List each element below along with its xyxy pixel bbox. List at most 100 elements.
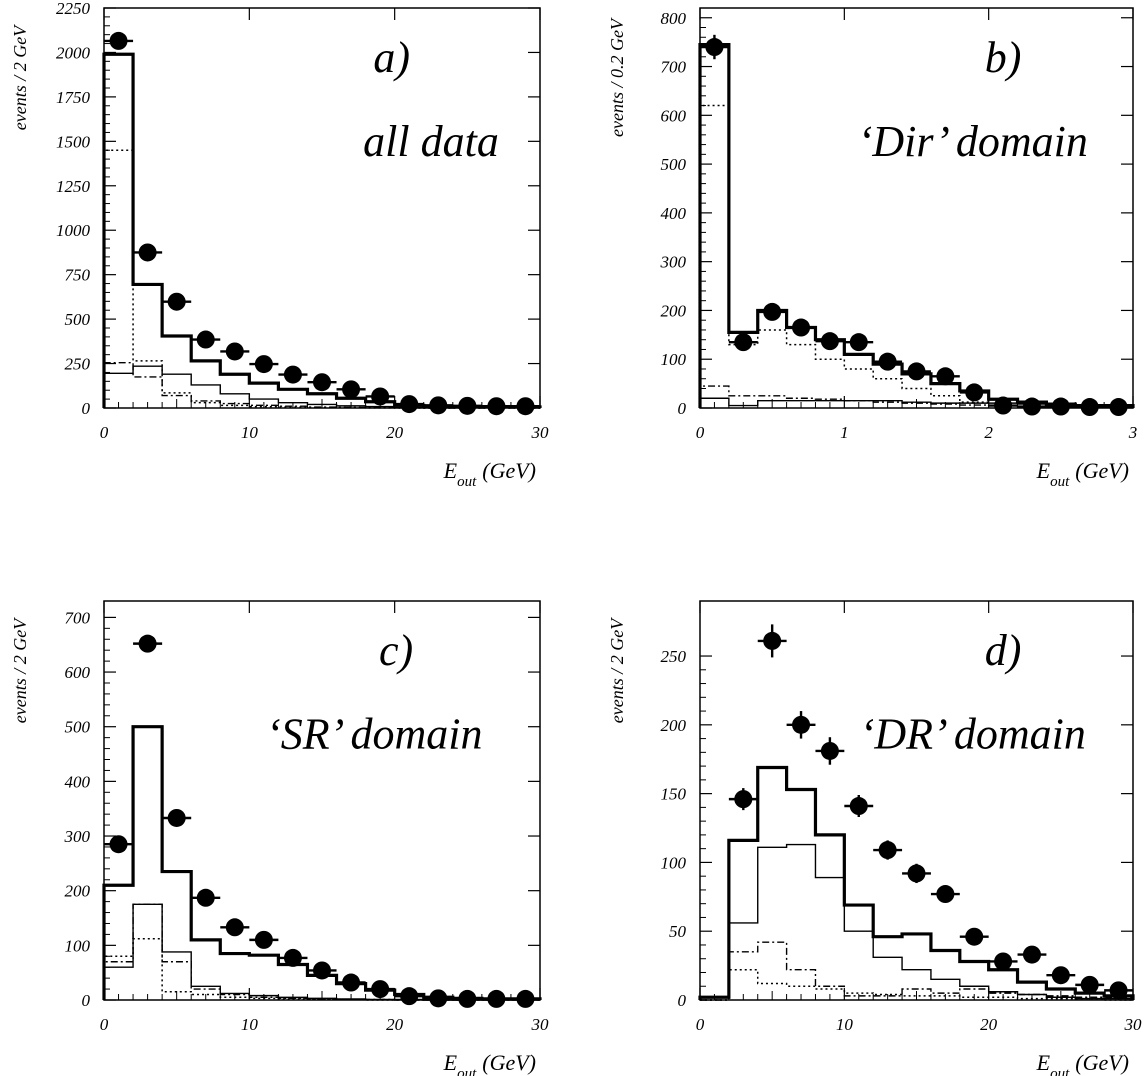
data-point xyxy=(787,711,816,739)
panel-label: d) xyxy=(985,626,1022,675)
point-marker xyxy=(994,397,1012,415)
data-point xyxy=(104,835,133,853)
y-tick-label: 250 xyxy=(661,647,687,666)
point-marker xyxy=(342,380,360,398)
data-point xyxy=(366,980,395,998)
data-point xyxy=(844,333,873,351)
data-point xyxy=(844,795,873,817)
point-marker xyxy=(763,303,781,321)
x-axis-label: Eout (GeV) xyxy=(443,458,536,490)
histogram-thick-solid xyxy=(700,45,1133,408)
x-tick-label: 30 xyxy=(1124,1015,1143,1034)
y-tick-label: 600 xyxy=(65,663,91,682)
histogram-dotted xyxy=(104,150,540,408)
plot-frame xyxy=(700,601,1133,1000)
data-point xyxy=(133,635,162,653)
y-tick-label: 0 xyxy=(82,399,91,418)
point-marker xyxy=(1081,398,1099,416)
y-tick-label: 500 xyxy=(661,155,687,174)
data-point xyxy=(424,989,453,1007)
panel-label: c) xyxy=(379,626,413,675)
data-point xyxy=(700,35,729,59)
point-marker xyxy=(705,38,723,56)
data-point xyxy=(249,931,278,949)
point-marker xyxy=(371,387,389,405)
point-marker xyxy=(821,742,839,760)
data-point xyxy=(1075,398,1104,416)
data-point xyxy=(395,987,424,1005)
point-marker xyxy=(879,353,897,371)
data-point xyxy=(511,397,540,415)
x-tick-label: 20 xyxy=(386,1015,404,1034)
point-marker xyxy=(139,635,157,653)
data-point xyxy=(1018,398,1047,416)
point-marker xyxy=(255,931,273,949)
y-tick-label: 50 xyxy=(669,922,687,941)
point-marker xyxy=(400,395,418,413)
x-tick-label: 2 xyxy=(984,423,993,442)
data-point xyxy=(162,293,191,311)
data-point xyxy=(220,918,249,936)
data-point xyxy=(482,990,511,1008)
point-marker xyxy=(110,32,128,50)
data-point xyxy=(873,840,902,859)
data-point xyxy=(453,990,482,1008)
point-marker xyxy=(994,952,1012,970)
point-marker xyxy=(168,293,186,311)
data-point xyxy=(220,342,249,360)
panel-caption: all data xyxy=(363,117,499,166)
data-point xyxy=(960,383,989,401)
point-marker xyxy=(313,373,331,391)
data-point xyxy=(729,333,758,351)
x-tick-label: 0 xyxy=(696,1015,705,1034)
data-point xyxy=(249,355,278,373)
y-tick-label: 400 xyxy=(65,772,91,791)
x-tick-label: 0 xyxy=(100,1015,109,1034)
y-tick-label: 500 xyxy=(65,718,91,737)
y-tick-label: 600 xyxy=(661,106,687,125)
data-point xyxy=(482,397,511,415)
y-axis-label: events / 0.2 GeV xyxy=(607,17,627,137)
y-tick-label: 0 xyxy=(82,991,91,1010)
data-point xyxy=(337,974,366,992)
point-marker xyxy=(458,990,476,1008)
data-point xyxy=(424,396,453,414)
point-marker xyxy=(110,835,128,853)
point-marker xyxy=(255,355,273,373)
x-axis-label: Eout (GeV) xyxy=(1036,458,1129,490)
point-marker xyxy=(879,841,897,859)
point-marker xyxy=(1023,398,1041,416)
point-marker xyxy=(792,319,810,337)
y-axis-label: events / 2 GeV xyxy=(10,617,30,723)
y-tick-label: 400 xyxy=(661,204,687,223)
point-marker xyxy=(313,961,331,979)
data-point xyxy=(902,864,931,883)
y-axis-label: events / 2 GeV xyxy=(607,617,627,723)
data-point xyxy=(162,809,191,827)
histogram-thick-solid xyxy=(104,54,540,408)
y-tick-label: 1000 xyxy=(56,221,91,240)
histogram-thick-solid xyxy=(700,767,1133,1000)
data-point xyxy=(989,952,1018,970)
x-tick-label: 20 xyxy=(980,1015,998,1034)
data-point xyxy=(758,624,787,657)
y-tick-label: 200 xyxy=(65,882,91,901)
point-marker xyxy=(936,367,954,385)
point-marker xyxy=(850,797,868,815)
point-marker xyxy=(792,716,810,734)
data-point xyxy=(133,243,162,261)
x-tick-label: 0 xyxy=(696,423,705,442)
point-marker xyxy=(139,243,157,261)
panel-1: 0 250 500 750 1000 1250 1500 1750 2000 2250 0 10 20 3… xyxy=(10,0,549,490)
x-tick-label: 0 xyxy=(100,423,109,442)
data-point xyxy=(1046,398,1075,416)
point-marker xyxy=(1052,966,1070,984)
panel-caption: ‘DR’ domain xyxy=(860,710,1086,759)
data-point xyxy=(729,788,758,810)
y-tick-label: 300 xyxy=(660,253,687,272)
point-marker xyxy=(487,990,505,1008)
y-tick-label: 800 xyxy=(661,9,687,28)
data-point xyxy=(815,332,844,350)
y-tick-label: 1750 xyxy=(56,88,91,107)
